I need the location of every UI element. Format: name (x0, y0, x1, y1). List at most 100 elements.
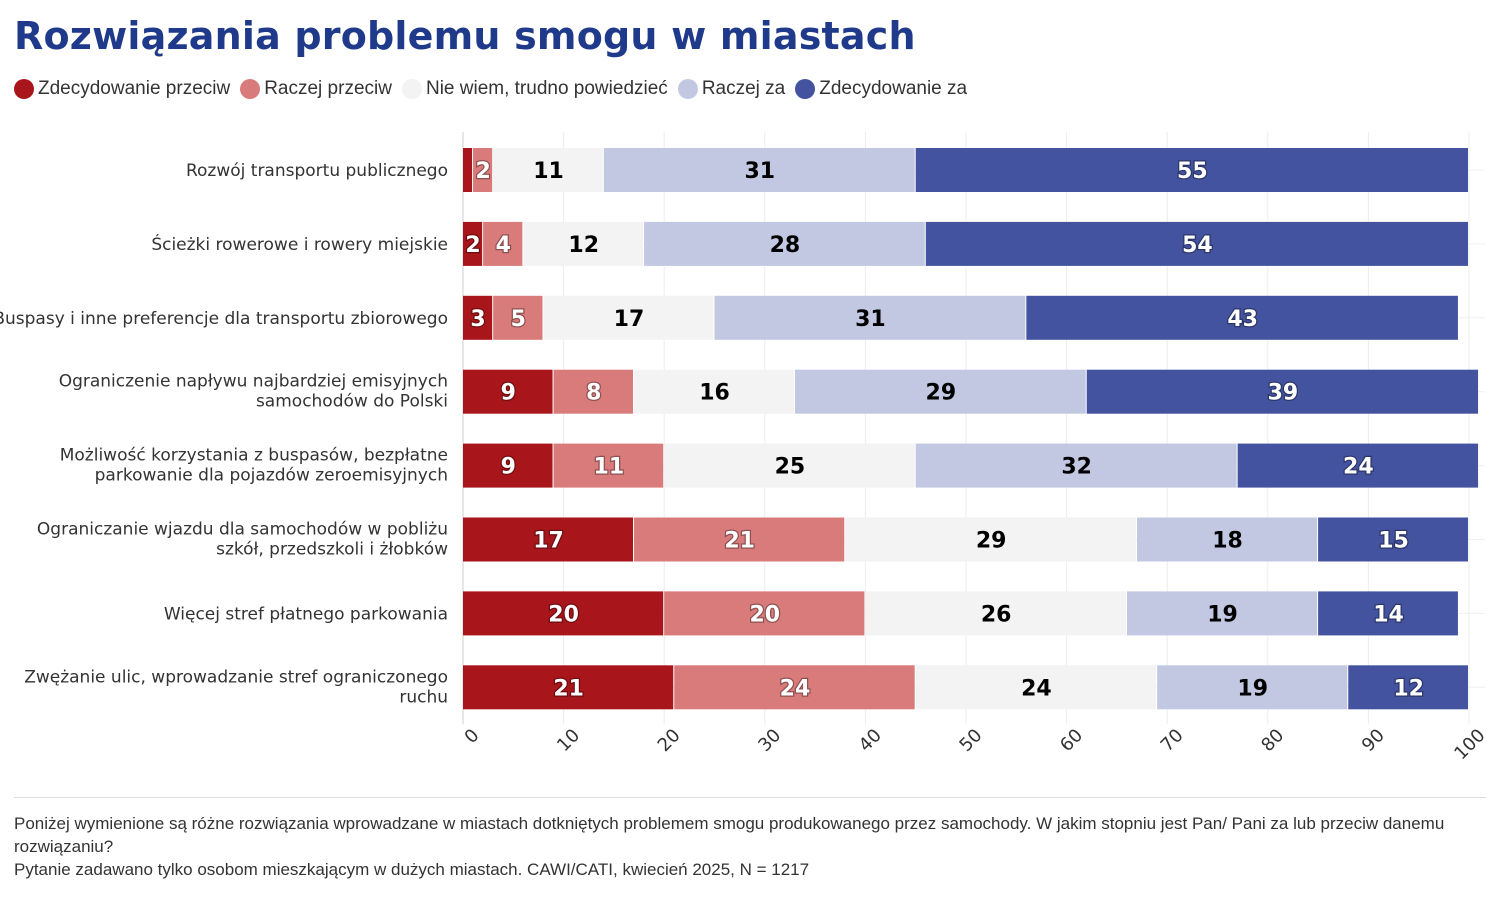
category-label-line: samochodów do Polski (256, 392, 448, 412)
x-tick-label: 60 (1056, 725, 1087, 756)
bar-segment (644, 221, 925, 266)
bar-segment (523, 221, 644, 266)
bar-segment (553, 369, 634, 414)
category-label: Zwężanie ulic, wprowadzanie stref ograni… (24, 667, 448, 707)
bar-segment (463, 517, 634, 562)
data-label: 29 (976, 529, 1007, 554)
category-label-line: Buspasy i inne preferencje dla transport… (0, 309, 448, 329)
x-tick-label: 100 (1450, 725, 1489, 764)
footer-question: Poniżej wymienione są różne rozwiązania … (14, 814, 1445, 856)
data-label: 26 (981, 602, 1012, 627)
bar-segment (463, 443, 553, 488)
bar-segment (664, 443, 915, 488)
x-tick-label: 0 (461, 725, 484, 748)
legend-item: Zdecydowanie przeciw (14, 78, 230, 100)
x-tick-label: 40 (855, 725, 886, 756)
x-tick-label: 50 (955, 725, 986, 756)
legend-item: Nie wiem, trudno powiedzieć (401, 78, 668, 100)
bar-segment (925, 221, 1468, 266)
bar-segment (915, 443, 1237, 488)
data-label: 54 (1182, 233, 1213, 258)
x-tick-label: 80 (1257, 725, 1288, 756)
data-label: 55 (1177, 159, 1208, 184)
bar-segment (463, 221, 483, 266)
legend-item: Zdecydowanie za (795, 78, 967, 100)
data-label: 31 (855, 307, 886, 332)
data-label: 25 (775, 455, 806, 480)
data-label: 24 (1021, 676, 1052, 701)
legend-swatch (240, 79, 261, 99)
category-label-line: Możliwość korzystania z buspasów, bezpła… (60, 446, 448, 466)
bar-segment (483, 221, 523, 266)
category-label-line: Ograniczanie wjazdu dla samochodów w pob… (37, 520, 448, 540)
data-label: 20 (548, 602, 579, 627)
category-label-line: Ścieżki rowerowe i rowery miejskie (151, 233, 448, 255)
data-label: 17 (614, 307, 645, 332)
bar-segment (865, 591, 1126, 636)
chart-footer: Poniżej wymienione są różne rozwiązania … (14, 812, 1484, 881)
bar-segment (543, 295, 714, 340)
category-label-line: parkowanie dla pojazdów zeroemisyjnych (95, 466, 448, 486)
bar-segment (634, 369, 794, 414)
bar-segment (674, 665, 915, 710)
chart-legend: Zdecydowanie przeciw Raczej przeciw Nie wi… (14, 78, 967, 100)
bar-segment (463, 148, 473, 192)
category-label-line: Rozwój transportu publicznego (186, 161, 448, 181)
data-label: 5 (511, 307, 526, 332)
data-label: 2 (475, 159, 490, 184)
data-label: 11 (533, 159, 564, 184)
category-label: Więcej stref płatnego parkowania (164, 604, 448, 624)
legend-swatch (677, 79, 698, 99)
legend-item: Raczej przeciw (240, 78, 392, 100)
bar-segment (1086, 369, 1479, 414)
data-label: 12 (568, 233, 599, 258)
stacked-bar-chart: 2 11 31 55 Rozwój transportu publicznego 2 4 12… (0, 132, 1490, 764)
bar-segment (1237, 443, 1479, 488)
data-label: 3 (470, 307, 485, 332)
data-label: 11 (594, 455, 625, 480)
footer-note: Pytanie zadawano tylko osobom mieszkając… (14, 860, 810, 879)
bar-segment (1026, 295, 1458, 340)
legend-label: Nie wiem, trudno powiedzieć (425, 78, 668, 99)
data-label: 24 (780, 676, 811, 701)
bar-segment (463, 369, 553, 414)
bar-segment (1157, 665, 1348, 710)
bar-segment (915, 665, 1157, 710)
bar-segment (463, 665, 674, 710)
bar-segment (634, 517, 845, 562)
data-label: 17 (533, 529, 564, 554)
legend-label: Zdecydowanie przeciw (38, 78, 231, 99)
data-label: 43 (1227, 307, 1258, 332)
category-label: Ograniczanie wjazdu dla samochodów w pob… (37, 520, 448, 560)
bar-segment (463, 295, 493, 340)
data-label: 39 (1268, 381, 1299, 406)
legend-label: Zdecydowanie za (819, 78, 968, 99)
category-label: Ograniczenie napływu najbardziej emisyjn… (59, 372, 448, 412)
bar-segment (845, 517, 1137, 562)
data-label: 19 (1207, 602, 1238, 627)
x-tick-label: 10 (553, 725, 584, 756)
bar-segment (473, 148, 493, 192)
legend-label: Raczej przeciw (264, 78, 392, 99)
data-label: 28 (770, 233, 801, 258)
category-label-line: Więcej stref płatnego parkowania (164, 604, 448, 624)
data-label: 21 (724, 529, 755, 554)
bar-segment (664, 591, 865, 636)
legend-swatch (14, 79, 34, 99)
bar-segment (1318, 517, 1468, 562)
bar-segment (553, 443, 664, 488)
category-label: Buspasy i inne preferencje dla transport… (0, 309, 448, 329)
bar-segment (463, 591, 664, 636)
bar-segment (1318, 591, 1458, 636)
category-label: Możliwość korzystania z buspasów, bezpła… (60, 446, 448, 486)
x-tick-label: 70 (1157, 725, 1188, 756)
data-label: 20 (749, 602, 780, 627)
bar-segment (1137, 517, 1318, 562)
category-label: Ścieżki rowerowe i rowery miejskie (151, 233, 448, 255)
bar-segment (714, 295, 1026, 340)
category-label-line: ruchu (399, 687, 448, 707)
data-label: 12 (1393, 676, 1424, 701)
data-label: 32 (1061, 455, 1092, 480)
data-label: 14 (1373, 602, 1404, 627)
bar-segment (794, 369, 1086, 414)
